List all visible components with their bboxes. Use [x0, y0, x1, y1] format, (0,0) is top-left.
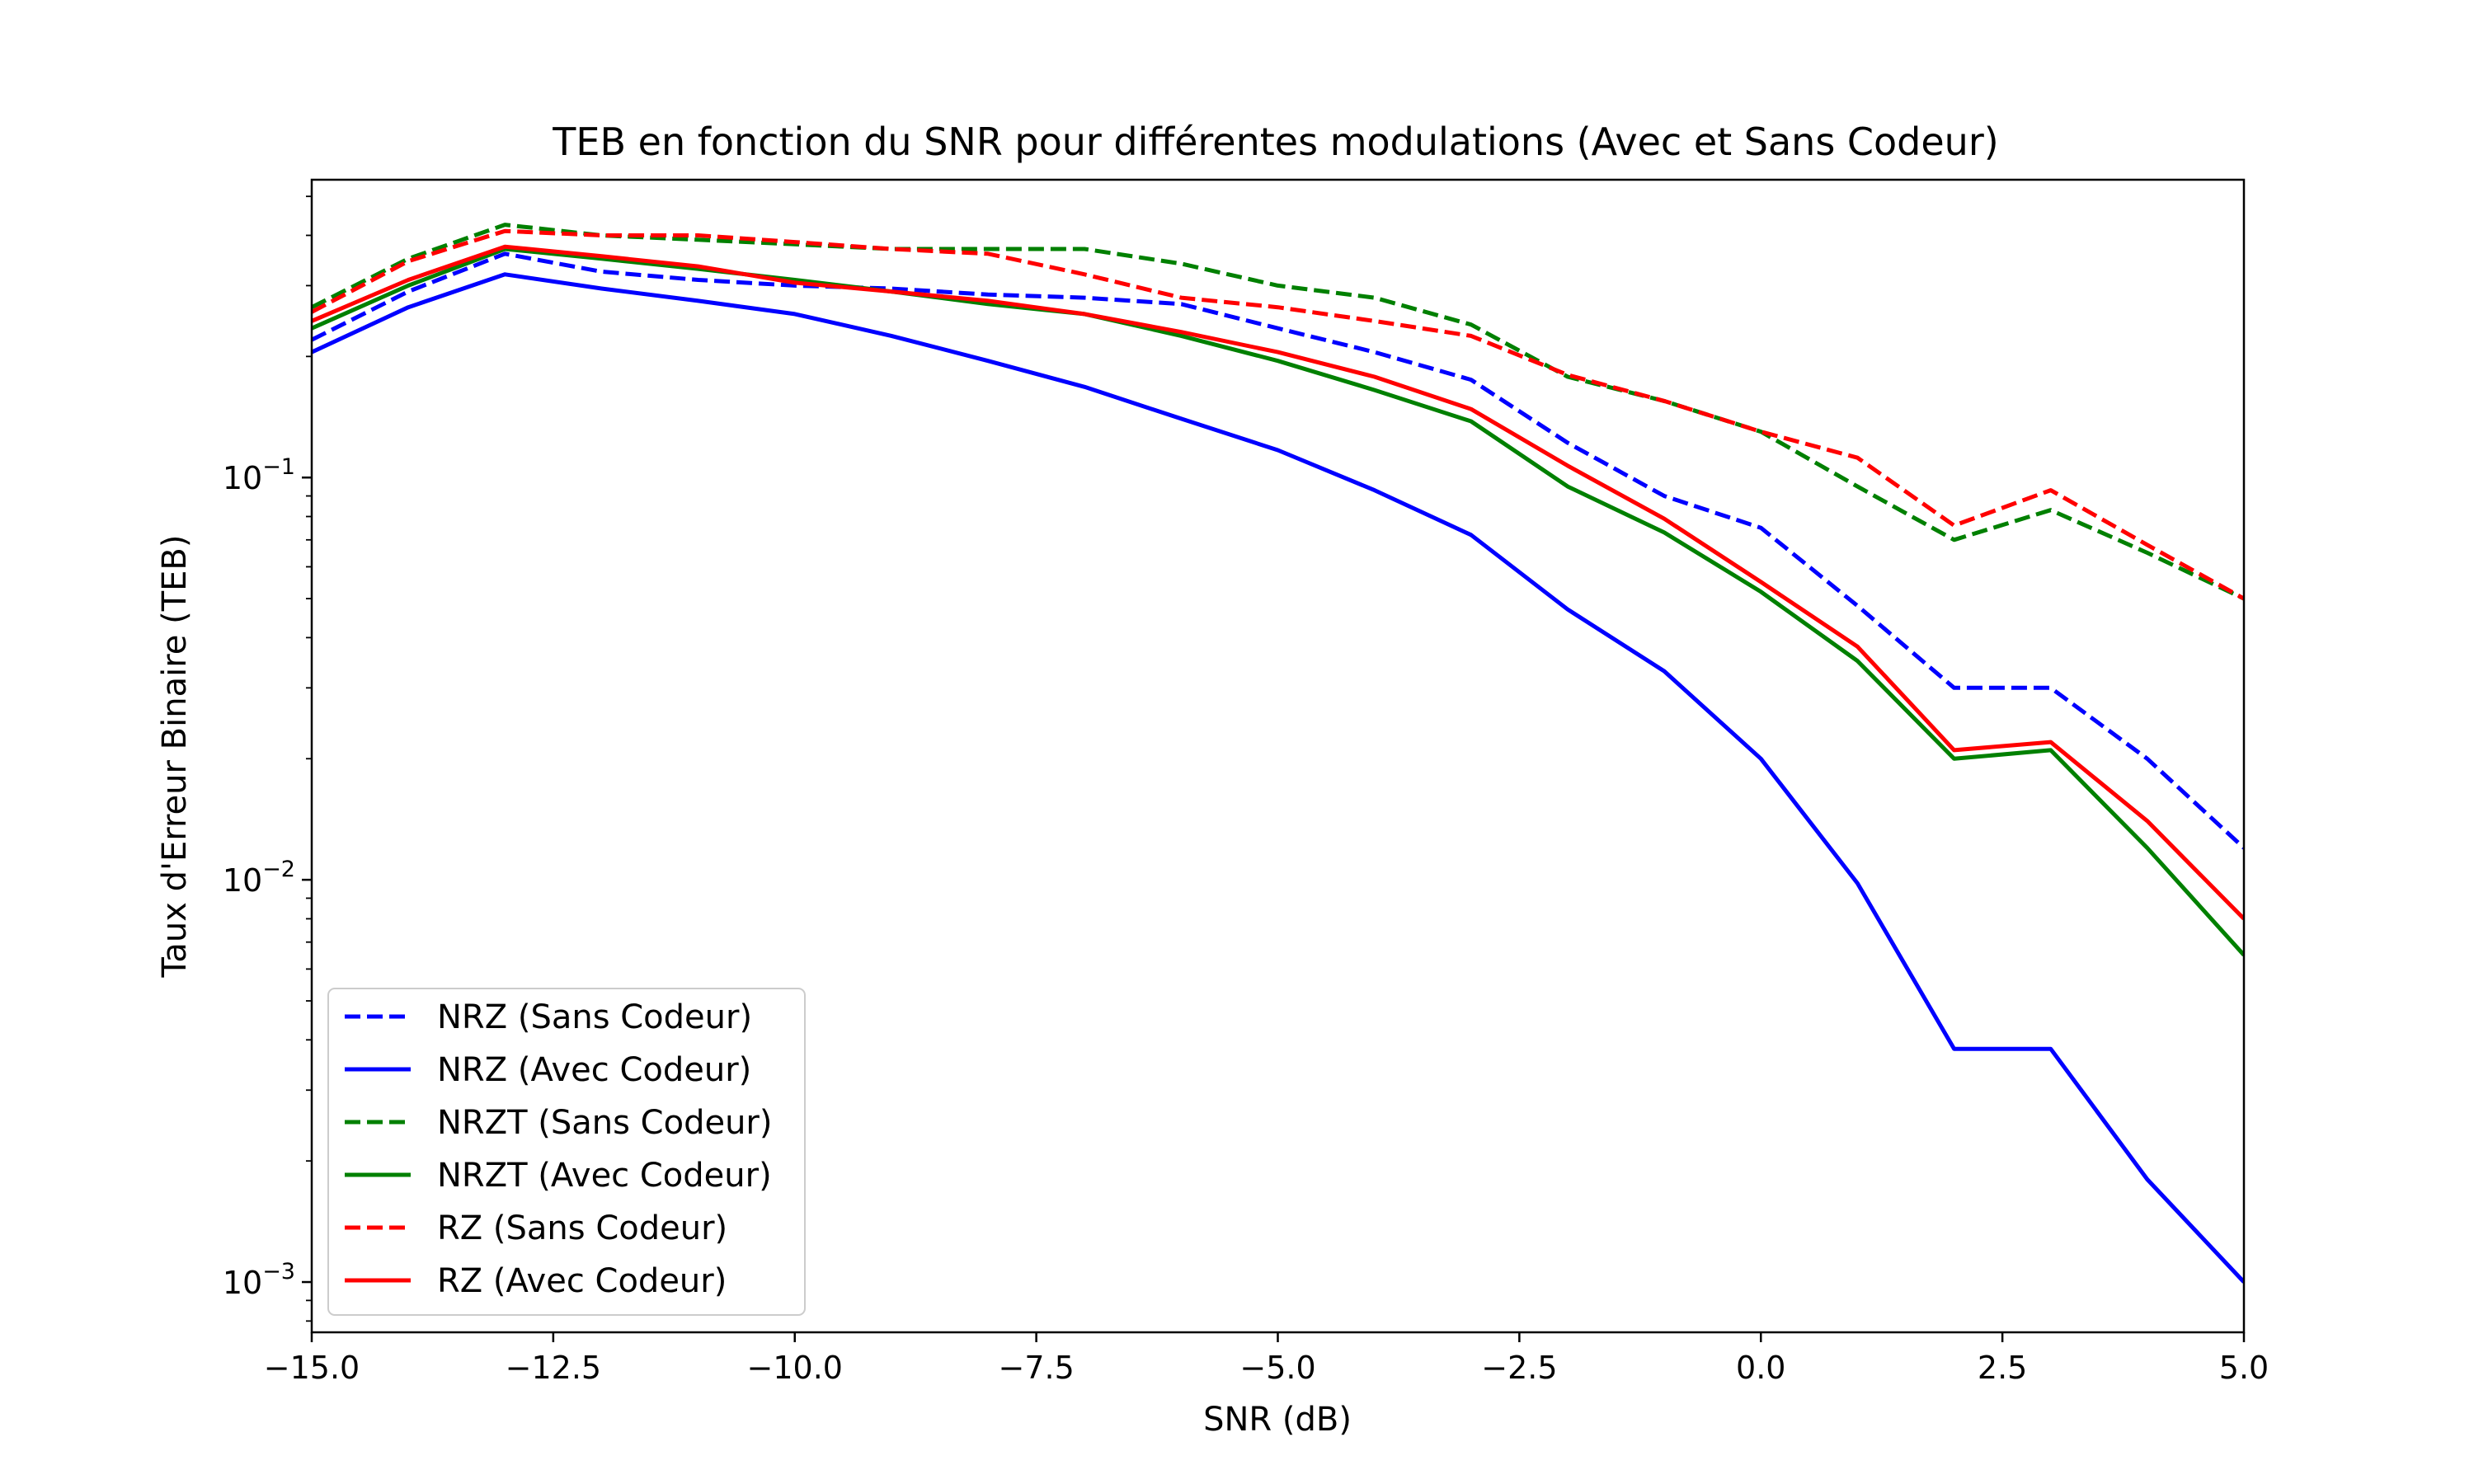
plot-area: [312, 223, 2244, 1284]
x-tick-label: −10.0: [747, 1350, 843, 1386]
x-tick-label: −7.5: [998, 1350, 1074, 1386]
x-tick-label: −2.5: [1481, 1350, 1557, 1386]
series-line-2: [312, 272, 2244, 1284]
legend-label: NRZ (Sans Codeur): [437, 998, 752, 1036]
series-line-4: [312, 247, 2244, 957]
y-axis: 10−1 10−2 10−3: [223, 195, 312, 1322]
legend-label: RZ (Avec Codeur): [437, 1262, 727, 1300]
legend-label: NRZT (Sans Codeur): [437, 1104, 772, 1142]
x-axis-label: SNR (dB): [1203, 1401, 1352, 1439]
y-tick-label: 10−1: [223, 454, 295, 496]
legend-label: NRZ (Avec Codeur): [437, 1051, 751, 1089]
legend: NRZ (Sans Codeur) NRZ (Avec Codeur) NRZT (…: [327, 988, 806, 1316]
x-tick-label: 2.5: [1978, 1350, 2027, 1386]
series-line-1: [312, 251, 2244, 850]
y-tick-label: 10−3: [223, 1259, 295, 1301]
legend-box: [327, 988, 806, 1316]
legend-label: RZ (Sans Codeur): [437, 1209, 727, 1247]
legend-label: NRZT (Avec Codeur): [437, 1157, 772, 1195]
x-tick-label: −5.0: [1239, 1350, 1315, 1386]
x-tick-label: 0.0: [1736, 1350, 1785, 1386]
series-line-6: [312, 244, 2244, 921]
x-axis: −15.0 −12.5 −10.0 −7.5 −5.0 −2.5 0.0 2.5 5.0: [264, 1332, 2269, 1386]
chart-title: TEB en fonction du SNR pour différentes …: [552, 120, 1998, 164]
x-tick-label: 5.0: [2219, 1350, 2269, 1386]
x-tick-label: −15.0: [264, 1350, 360, 1386]
y-tick-label: 10−2: [223, 857, 295, 899]
y-axis-label: Taux d'Erreur Binaire (TEB): [156, 535, 194, 979]
series-line-5: [312, 228, 2244, 601]
x-tick-label: −12.5: [506, 1350, 601, 1386]
